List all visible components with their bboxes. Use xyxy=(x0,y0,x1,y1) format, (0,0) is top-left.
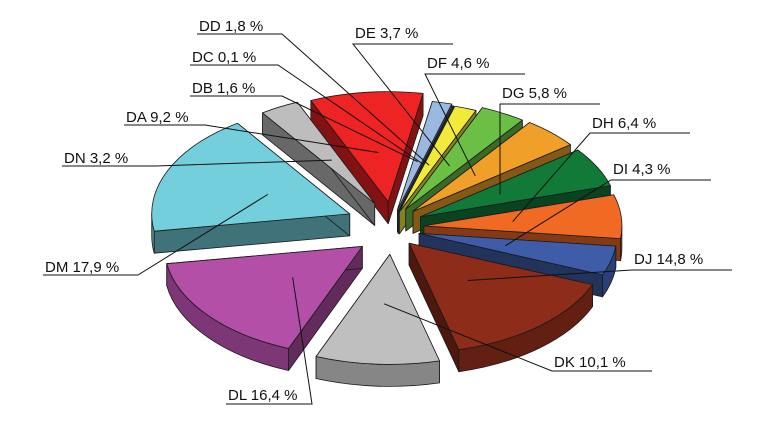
label-df: DF 4,6 % xyxy=(427,55,490,72)
label-dk: DK 10,1 % xyxy=(554,354,626,371)
leader-line-de xyxy=(351,43,453,167)
leader-line-da xyxy=(124,124,379,154)
leader-line-dk xyxy=(383,303,652,372)
slice-top-layer xyxy=(151,91,623,365)
label-dd: DD 1,8 % xyxy=(199,18,263,35)
slice-de xyxy=(405,107,523,210)
label-dg: DG 5,8 % xyxy=(502,85,567,102)
leader-line-dd xyxy=(197,33,430,166)
slice-dg xyxy=(420,149,611,218)
label-dh: DH 6,4 % xyxy=(592,115,656,132)
slice-db xyxy=(397,101,453,211)
label-dj: DJ 14,8 % xyxy=(634,251,703,268)
slice-dh xyxy=(423,194,623,239)
label-di: DI 4,3 % xyxy=(613,161,671,178)
slice-dl xyxy=(166,246,363,349)
leader-line-dm xyxy=(43,193,269,276)
slice-dd xyxy=(398,105,477,213)
slice-dm xyxy=(151,122,351,232)
leader-line-dg xyxy=(499,103,600,195)
slice-dk xyxy=(315,253,440,365)
leader-line-dj xyxy=(467,269,732,281)
leader-line-dn xyxy=(62,159,332,167)
label-layer: DA 9,2 %DB 1,6 % DC 0,1 % DD 1,8 % DE 3,7 %… xyxy=(45,18,703,404)
leader-line-dh xyxy=(512,132,690,222)
leader-line-db xyxy=(190,95,418,163)
leader-line-dl xyxy=(226,277,313,405)
label-dn: DN 3,2 % xyxy=(64,150,128,167)
label-dm: DM 17,9 % xyxy=(45,259,119,276)
slice-dj xyxy=(408,242,593,351)
label-dc: DC 0,1 % xyxy=(192,49,256,66)
slice-da xyxy=(310,91,424,203)
slice-di xyxy=(418,233,617,276)
label-da: DA 9,2 % xyxy=(126,109,189,126)
leader-line-di xyxy=(505,179,711,247)
label-de: DE 3,7 % xyxy=(355,25,418,42)
leader-line-layer xyxy=(43,33,732,405)
leader-line-df xyxy=(424,73,525,177)
slice-dc xyxy=(397,105,455,212)
slice-df xyxy=(412,122,571,212)
label-dl: DL 16,4 % xyxy=(228,387,298,404)
slice-dn xyxy=(262,101,376,204)
label-db: DB 1,6 % xyxy=(192,80,255,97)
leader-line-dc xyxy=(190,64,424,165)
